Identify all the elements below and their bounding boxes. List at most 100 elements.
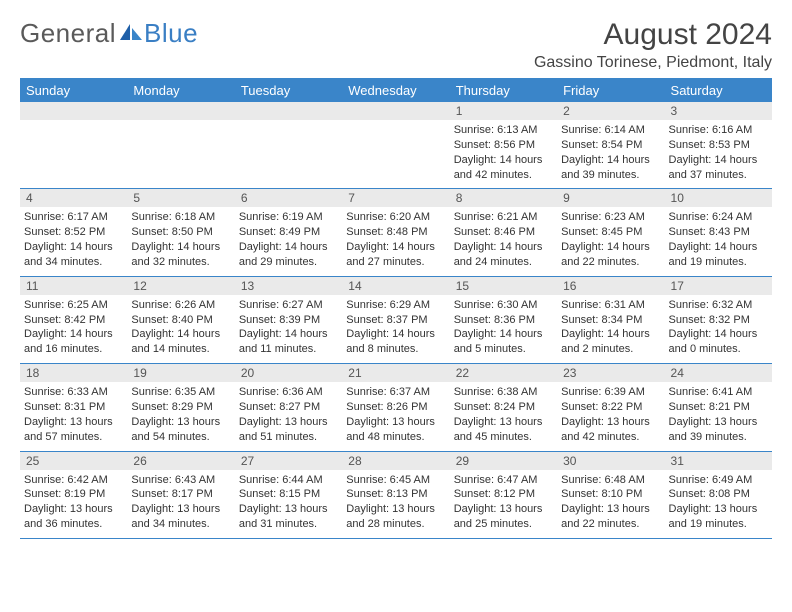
sunset-text: Sunset: 8:37 PM (346, 313, 445, 328)
day-cell: 8 Sunrise: 6:21 AMSunset: 8:46 PMDaylight… (450, 189, 557, 275)
daylight-text: Daylight: 14 hours and 42 minutes. (454, 153, 553, 183)
sunrise-text: Sunrise: 6:16 AM (669, 123, 768, 138)
day-details: Sunrise: 6:17 AMSunset: 8:52 PMDaylight:… (24, 210, 123, 269)
daylight-text: Daylight: 13 hours and 51 minutes. (239, 415, 338, 445)
day-details: Sunrise: 6:27 AMSunset: 8:39 PMDaylight:… (239, 298, 338, 357)
daylight-text: Daylight: 13 hours and 22 minutes. (561, 502, 660, 532)
sunset-text: Sunset: 8:48 PM (346, 225, 445, 240)
sunrise-text: Sunrise: 6:30 AM (454, 298, 553, 313)
sunset-text: Sunset: 8:17 PM (131, 487, 230, 502)
day-details: Sunrise: 6:18 AMSunset: 8:50 PMDaylight:… (131, 210, 230, 269)
daylight-text: Daylight: 14 hours and 8 minutes. (346, 327, 445, 357)
day-cell: 10Sunrise: 6:24 AMSunset: 8:43 PMDayligh… (665, 189, 772, 275)
brand-text-general: General (20, 18, 116, 49)
sunset-text: Sunset: 8:40 PM (131, 313, 230, 328)
sunrise-text: Sunrise: 6:47 AM (454, 473, 553, 488)
sunrise-text: Sunrise: 6:37 AM (346, 385, 445, 400)
day-number: 20 (235, 364, 342, 382)
brand-sail-icon (120, 18, 142, 49)
day-cell: 21 Sunrise: 6:37 AMSunset: 8:26 PMDayligh… (342, 364, 449, 450)
daylight-text: Daylight: 14 hours and 34 minutes. (24, 240, 123, 270)
day-details: Sunrise: 6:24 AMSunset: 8:43 PMDaylight:… (669, 210, 768, 269)
weekday-header-row: Sunday Monday Tuesday Wednesday Thursday… (20, 78, 772, 102)
day-details: Sunrise: 6:23 AMSunset: 8:45 PMDaylight:… (561, 210, 660, 269)
sunset-text: Sunset: 8:45 PM (561, 225, 660, 240)
day-cell: 20Sunrise: 6:36 AMSunset: 8:27 PMDayligh… (235, 364, 342, 450)
day-number-empty (342, 102, 449, 120)
day-cell: 26Sunrise: 6:43 AMSunset: 8:17 PMDayligh… (127, 452, 234, 538)
week-row: 25 Sunrise: 6:42 AMSunset: 8:19 PMDayligh… (20, 452, 772, 539)
daylight-text: Daylight: 13 hours and 48 minutes. (346, 415, 445, 445)
sunset-text: Sunset: 8:32 PM (669, 313, 768, 328)
weekday-header: Tuesday (235, 83, 342, 98)
sunset-text: Sunset: 8:10 PM (561, 487, 660, 502)
daylight-text: Daylight: 14 hours and 11 minutes. (239, 327, 338, 357)
day-cell: 3Sunrise: 6:16 AMSunset: 8:53 PMDaylight… (665, 102, 772, 188)
day-number-empty (127, 102, 234, 120)
day-number: 5 (127, 189, 234, 207)
day-details: Sunrise: 6:20 AMSunset: 8:48 PMDaylight:… (346, 210, 445, 269)
sunset-text: Sunset: 8:24 PM (454, 400, 553, 415)
day-details: Sunrise: 6:44 AMSunset: 8:15 PMDaylight:… (239, 473, 338, 532)
weekday-header: Monday (127, 83, 234, 98)
sunset-text: Sunset: 8:39 PM (239, 313, 338, 328)
sunset-text: Sunset: 8:52 PM (24, 225, 123, 240)
location-subtitle: Gassino Torinese, Piedmont, Italy (534, 54, 772, 72)
daylight-text: Daylight: 13 hours and 36 minutes. (24, 502, 123, 532)
day-number: 4 (20, 189, 127, 207)
week-row: 1 Sunrise: 6:13 AMSunset: 8:56 PMDaylight… (20, 102, 772, 189)
day-number: 1 (450, 102, 557, 120)
daylight-text: Daylight: 13 hours and 34 minutes. (131, 502, 230, 532)
sunrise-text: Sunrise: 6:14 AM (561, 123, 660, 138)
day-cell: 28Sunrise: 6:45 AMSunset: 8:13 PMDayligh… (342, 452, 449, 538)
title-block: August 2024 Gassino Torinese, Piedmont, … (534, 18, 772, 72)
day-cell: 17Sunrise: 6:32 AMSunset: 8:32 PMDayligh… (665, 277, 772, 363)
day-cell: 15Sunrise: 6:30 AMSunset: 8:36 PMDayligh… (450, 277, 557, 363)
day-details: Sunrise: 6:14 AMSunset: 8:54 PMDaylight:… (561, 123, 660, 182)
daylight-text: Daylight: 14 hours and 16 minutes. (24, 327, 123, 357)
sunrise-text: Sunrise: 6:27 AM (239, 298, 338, 313)
sunset-text: Sunset: 8:26 PM (346, 400, 445, 415)
day-details: Sunrise: 6:32 AMSunset: 8:32 PMDaylight:… (669, 298, 768, 357)
daylight-text: Daylight: 13 hours and 57 minutes. (24, 415, 123, 445)
day-number: 8 (450, 189, 557, 207)
day-number: 21 (342, 364, 449, 382)
day-cell: 24Sunrise: 6:41 AMSunset: 8:21 PMDayligh… (665, 364, 772, 450)
daylight-text: Daylight: 14 hours and 0 minutes. (669, 327, 768, 357)
day-number: 30 (557, 452, 664, 470)
sunrise-text: Sunrise: 6:43 AM (131, 473, 230, 488)
day-cell: 31Sunrise: 6:49 AMSunset: 8:08 PMDayligh… (665, 452, 772, 538)
day-cell: 30Sunrise: 6:48 AMSunset: 8:10 PMDayligh… (557, 452, 664, 538)
day-cell: 11Sunrise: 6:25 AMSunset: 8:42 PMDayligh… (20, 277, 127, 363)
day-details: Sunrise: 6:42 AMSunset: 8:19 PMDaylight:… (24, 473, 123, 532)
day-cell: 14Sunrise: 6:29 AMSunset: 8:37 PMDayligh… (342, 277, 449, 363)
day-number: 2 (557, 102, 664, 120)
sunset-text: Sunset: 8:22 PM (561, 400, 660, 415)
day-details: Sunrise: 6:13 AMSunset: 8:56 PMDaylight:… (454, 123, 553, 182)
daylight-text: Daylight: 13 hours and 54 minutes. (131, 415, 230, 445)
daylight-text: Daylight: 14 hours and 29 minutes. (239, 240, 338, 270)
calendar-body: 1 Sunrise: 6:13 AMSunset: 8:56 PMDaylight… (20, 102, 772, 539)
day-number: 22 (450, 364, 557, 382)
day-number: 24 (665, 364, 772, 382)
day-details: Sunrise: 6:38 AMSunset: 8:24 PMDaylight:… (454, 385, 553, 444)
sunset-text: Sunset: 8:46 PM (454, 225, 553, 240)
weekday-header: Friday (557, 83, 664, 98)
day-number: 25 (20, 452, 127, 470)
daylight-text: Daylight: 13 hours and 31 minutes. (239, 502, 338, 532)
day-number: 31 (665, 452, 772, 470)
sunrise-text: Sunrise: 6:32 AM (669, 298, 768, 313)
sunrise-text: Sunrise: 6:41 AM (669, 385, 768, 400)
day-number: 3 (665, 102, 772, 120)
daylight-text: Daylight: 14 hours and 37 minutes. (669, 153, 768, 183)
day-number: 14 (342, 277, 449, 295)
day-number: 16 (557, 277, 664, 295)
day-number: 19 (127, 364, 234, 382)
day-cell: 27Sunrise: 6:44 AMSunset: 8:15 PMDayligh… (235, 452, 342, 538)
daylight-text: Daylight: 14 hours and 39 minutes. (561, 153, 660, 183)
day-number: 29 (450, 452, 557, 470)
daylight-text: Daylight: 14 hours and 27 minutes. (346, 240, 445, 270)
brand-text-blue: Blue (144, 18, 198, 49)
day-cell: 7Sunrise: 6:20 AMSunset: 8:48 PMDaylight… (342, 189, 449, 275)
day-details: Sunrise: 6:21 AMSunset: 8:46 PMDaylight:… (454, 210, 553, 269)
